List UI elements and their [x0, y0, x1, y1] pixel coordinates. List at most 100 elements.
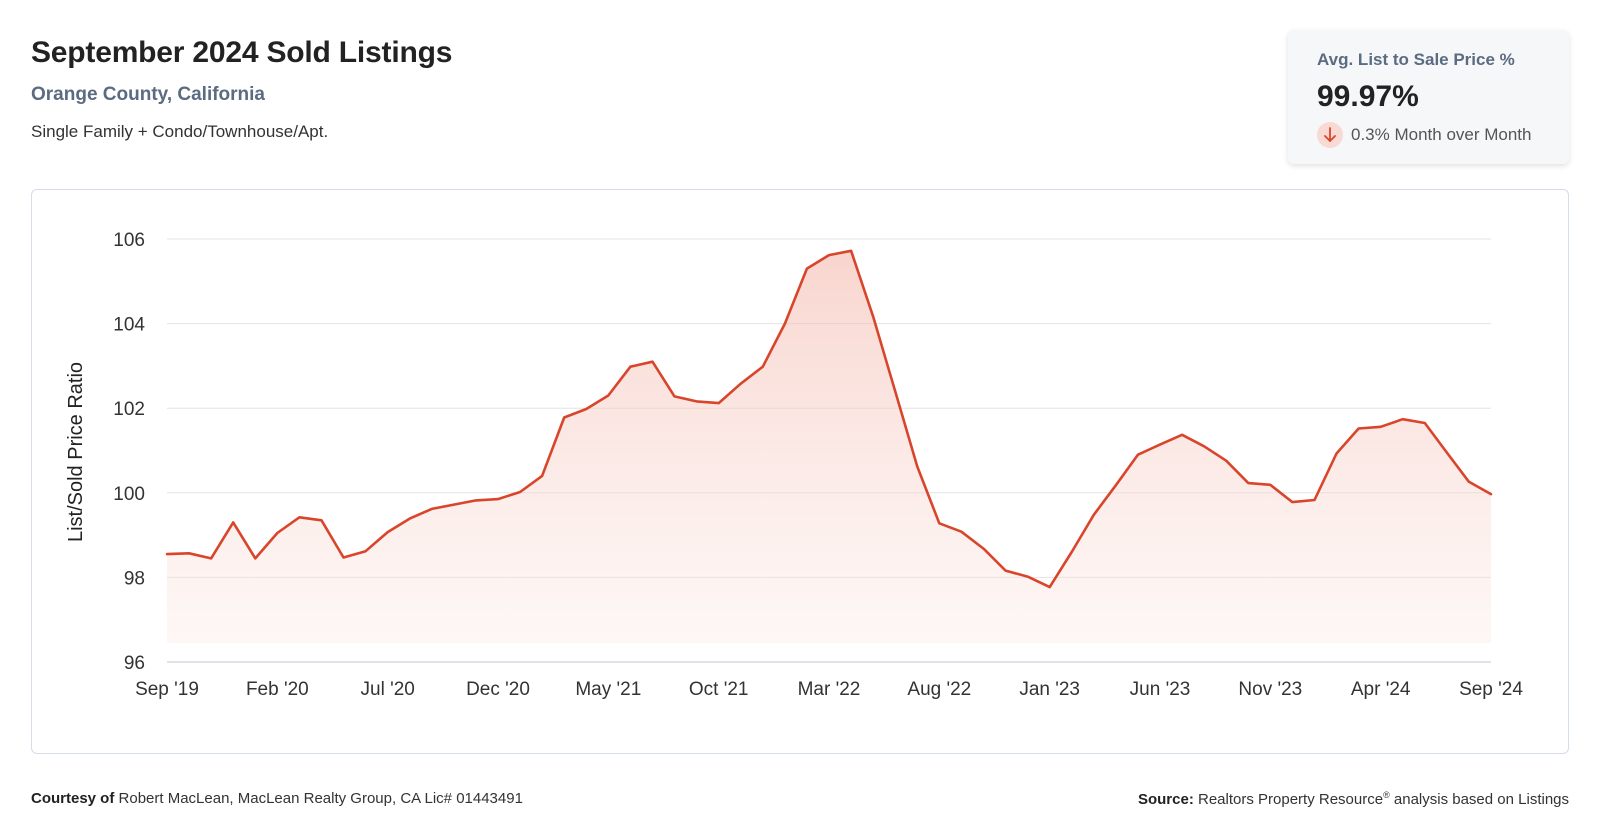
x-axis-ticks: Sep '19 Feb '20 Jul '20 Dec '20 May '21 Oct '…: [135, 679, 1523, 700]
data-point: [958, 529, 964, 535]
data-point: [230, 519, 236, 525]
courtesy-text: Robert MacLean, MacLean Realty Group, CA…: [118, 790, 523, 807]
property-types-description: Single Family + Condo/Townhouse/Apt.: [31, 122, 329, 141]
data-point: [274, 530, 280, 536]
x-tick-label: Jun '23: [1130, 679, 1191, 700]
line-chart: 96 98 100 102 104 106 Sep '19 Feb '20 Jul '20 De…: [65, 230, 1523, 700]
data-point: [936, 520, 942, 526]
data-point: [318, 517, 324, 523]
data-point: [672, 393, 678, 399]
data-point: [1047, 584, 1053, 590]
data-point: [1201, 443, 1207, 449]
courtesy-footer: Courtesy of Robert MacLean, MacLean Real…: [31, 790, 523, 807]
data-point: [738, 381, 744, 387]
data-point: [782, 321, 788, 327]
data-point: [583, 406, 589, 412]
courtesy-label: Courtesy of: [31, 790, 115, 807]
data-point: [1113, 482, 1119, 488]
data-point: [495, 496, 501, 502]
data-point: [1091, 512, 1097, 518]
y-axis-label: List/Sold Price Ratio: [65, 362, 87, 542]
area-fill: [167, 250, 1491, 644]
report-header: September 2024 Sold Listings Orange Coun…: [31, 36, 452, 142]
x-tick-label: Dec '20: [466, 679, 530, 700]
data-point: [1179, 432, 1185, 438]
data-point: [1378, 424, 1384, 430]
data-point: [694, 398, 700, 404]
data-point: [407, 516, 413, 522]
data-point: [1466, 479, 1472, 485]
y-tick-label: 106: [113, 230, 145, 251]
kpi-change-text: 0.3% Month over Month: [1351, 125, 1532, 144]
data-point: [914, 464, 920, 470]
source-label: Source:: [1137, 791, 1194, 808]
region-subtitle: Orange County, California: [31, 84, 266, 105]
data-point: [296, 514, 302, 520]
data-point: [1334, 450, 1340, 456]
data-point: [473, 497, 479, 503]
data-point: [363, 548, 369, 554]
source-footer: Source: Realtors Property Resource® anal…: [1138, 790, 1569, 808]
kpi-card: Avg. List to Sale Price % 99.97% 0.3% Mo…: [1288, 30, 1569, 164]
data-point: [1135, 452, 1141, 458]
data-point: [1422, 420, 1428, 426]
y-tick-label: 100: [113, 484, 145, 505]
x-tick-label: Apr '24: [1351, 679, 1411, 700]
kpi-label: Avg. List to Sale Price %: [1317, 50, 1515, 69]
data-point: [1245, 480, 1251, 486]
data-point: [208, 555, 214, 561]
x-tick-label: Oct '21: [689, 679, 749, 700]
data-point: [1003, 568, 1009, 574]
data-point: [164, 551, 170, 557]
source-text: Realtors Property Resource: [1198, 791, 1384, 808]
data-point: [826, 252, 832, 258]
x-tick-label: Nov '23: [1238, 679, 1302, 700]
x-tick-label: Jan '23: [1019, 679, 1080, 700]
data-point: [341, 555, 347, 561]
x-tick-label: Sep '19: [135, 679, 199, 700]
x-tick-label: Jul '20: [361, 679, 415, 700]
data-point: [870, 313, 876, 319]
x-tick-label: Aug '22: [907, 679, 971, 700]
y-tick-label: 104: [113, 315, 145, 336]
data-point: [848, 248, 854, 254]
data-point: [1069, 549, 1075, 555]
kpi-change: 0.3% Month over Month: [1317, 122, 1531, 148]
x-tick-label: Mar '22: [798, 679, 861, 700]
data-point: [1356, 426, 1362, 432]
data-point: [716, 400, 722, 406]
data-point: [539, 473, 545, 479]
data-point: [1444, 450, 1450, 456]
data-point: [1025, 574, 1031, 580]
x-tick-label: Sep '24: [1459, 679, 1523, 700]
data-point: [649, 359, 655, 365]
data-point: [451, 502, 457, 508]
chart-card: 96 98 100 102 104 106 Sep '19 Feb '20 Jul '20 De…: [31, 189, 1569, 754]
data-point: [627, 364, 633, 370]
data-point: [1488, 491, 1494, 497]
arrow-down-icon: [1317, 122, 1343, 148]
data-point: [605, 393, 611, 399]
data-point: [429, 506, 435, 512]
page-title: September 2024 Sold Listings: [31, 36, 453, 69]
data-point: [804, 266, 810, 272]
data-point: [1311, 497, 1317, 503]
data-point: [517, 489, 523, 495]
data-point: [1267, 482, 1273, 488]
data-point: [186, 550, 192, 556]
data-point: [892, 388, 898, 394]
registered-mark: ®: [1383, 790, 1390, 800]
y-tick-label: 98: [124, 568, 145, 589]
data-point: [1223, 458, 1229, 464]
data-point: [980, 546, 986, 552]
data-point: [1289, 499, 1295, 505]
data-point: [760, 364, 766, 370]
x-tick-label: May '21: [575, 679, 641, 700]
y-tick-label: 102: [113, 399, 145, 420]
y-tick-label: 96: [124, 653, 145, 674]
kpi-value: 99.97%: [1317, 80, 1419, 113]
series-line: [165, 249, 1493, 589]
data-point: [252, 555, 258, 561]
y-axis-ticks: 96 98 100 102 104 106: [113, 230, 145, 674]
x-tick-label: Feb '20: [246, 679, 309, 700]
